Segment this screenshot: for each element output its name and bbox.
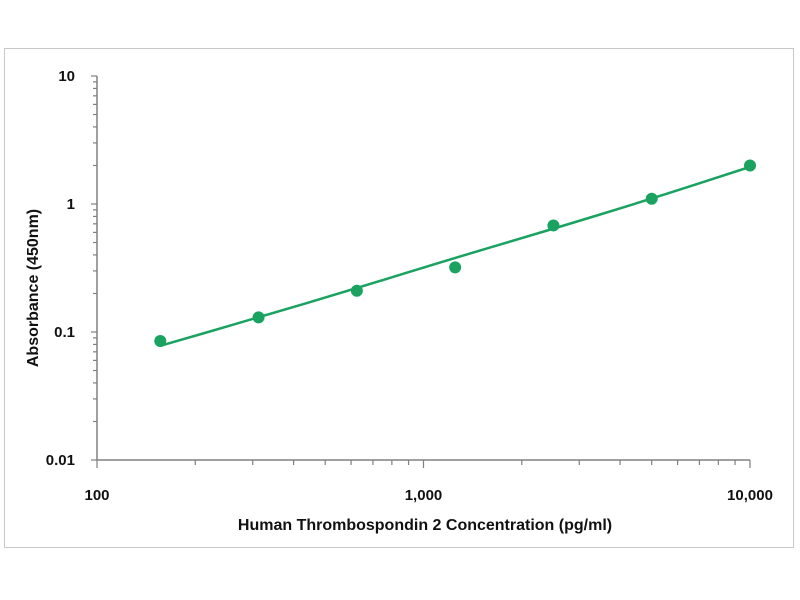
y-tick-label: 10 bbox=[58, 68, 75, 85]
x-axis-title: Human Thrombospondin 2 Concentration (pg… bbox=[238, 517, 612, 534]
x-tick-label: 10,000 bbox=[727, 487, 773, 504]
data-points-layer bbox=[154, 159, 756, 348]
y-axis-ticks: 0.01 0.1 1 10 bbox=[46, 68, 97, 469]
chart-frame bbox=[4, 48, 794, 548]
data-point bbox=[350, 284, 363, 297]
y-axis-title: Absorbance (450nm) bbox=[25, 209, 42, 367]
data-point bbox=[744, 159, 756, 172]
data-point bbox=[645, 192, 658, 205]
data-point bbox=[449, 261, 462, 274]
y-tick-label: 0.01 bbox=[46, 452, 75, 469]
y-tick-label: 1 bbox=[67, 196, 75, 213]
y-tick-label: 0.1 bbox=[54, 324, 75, 341]
data-point bbox=[547, 219, 560, 232]
x-axis-ticks: 100 1,000 10,000 bbox=[84, 460, 773, 504]
fit-curve bbox=[159, 165, 751, 348]
data-point bbox=[154, 335, 167, 348]
x-tick-label: 100 bbox=[84, 487, 109, 504]
x-tick-label: 1,000 bbox=[405, 487, 443, 504]
data-point bbox=[252, 311, 265, 324]
fit-curve-layer bbox=[159, 165, 751, 348]
